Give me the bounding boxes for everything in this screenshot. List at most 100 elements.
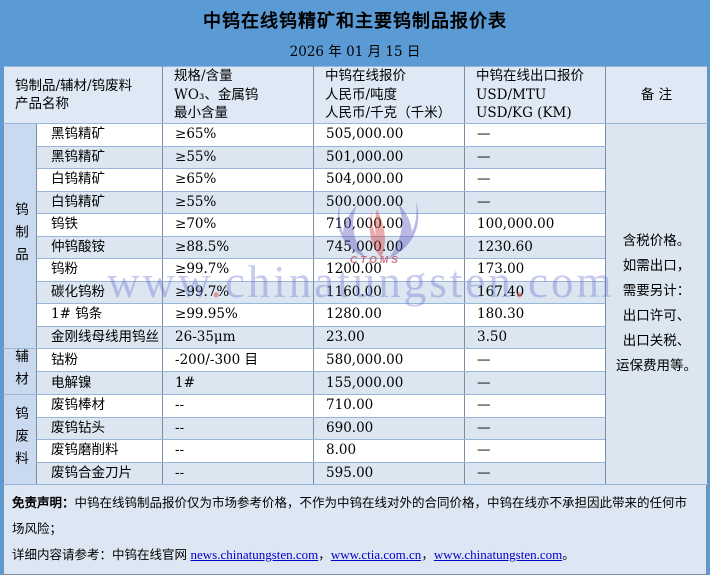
rmb-price-cell: 23.00: [313, 325, 466, 349]
rmb-price-cell: 8.00: [313, 439, 466, 463]
price-table: 钨制品/辅材/钨废料 产品名称 规格/含量 WO₃、金属钨 最小含量 中钨在线报…: [2, 66, 709, 485]
disclaimer-text: 中钨在线钨制品报价仅为市场参考价格，不作为中钨在线对外的合同价格，中钨在线亦不承…: [12, 496, 688, 536]
spec-cell: ≥99.7%: [162, 280, 315, 304]
reference-line: 详细内容请参考：中钨在线官网 news.chinatungsten.com，ww…: [12, 542, 698, 568]
page-title: 中钨在线钨精矿和主要钨制品报价表: [203, 11, 507, 32]
spec-cell: 26-35μm: [162, 325, 315, 349]
spec-cell: --: [162, 439, 315, 463]
usd-price-cell: 173.00: [464, 258, 607, 282]
product-name-cell: 钨铁: [35, 213, 164, 237]
spec-cell: ≥99.7%: [162, 258, 315, 282]
rmb-price-cell: 745,000.00: [313, 235, 466, 259]
disclaimer-line: 免责声明：中钨在线钨制品报价仅为市场参考价格，不作为中钨在线对外的合同价格，中钨…: [12, 490, 698, 542]
spec-cell: --: [162, 461, 315, 485]
usd-price-cell: —: [464, 145, 607, 169]
table-row: 废钨合金刀片 -- 595.00 —: [4, 461, 708, 485]
spec-cell: ≥99.95%: [162, 303, 315, 327]
rmb-price-cell: 580,000.00: [313, 348, 466, 372]
spec-cell: ≥65%: [162, 123, 315, 147]
product-name-cell: 废钨钻头: [35, 416, 164, 440]
product-name-cell: 白钨精矿: [35, 168, 164, 192]
col-header-remark: 备 注: [605, 66, 709, 124]
usd-price-cell: —: [464, 123, 607, 147]
quote-date: 2026 年 01 月 15 日: [289, 44, 421, 60]
table-row: 钨废料 废钨棒材 -- 710.00 —: [3, 394, 708, 485]
period: 。: [562, 548, 575, 562]
usd-price-cell: —: [464, 190, 607, 214]
spec-cell: ≥55%: [162, 190, 315, 214]
usd-price-cell: —: [464, 439, 607, 463]
table-row: 辅材 钴粉 -200/-300 目 580,000.00 —: [3, 348, 708, 395]
price-table-area: 钨制品/辅材/钨废料 产品名称 规格/含量 WO₃、金属钨 最小含量 中钨在线报…: [2, 66, 709, 485]
rmb-price-cell: 1200.00: [313, 258, 466, 282]
rmb-price-cell: 1280.00: [313, 303, 466, 327]
product-name-cell: 金刚线母线用钨丝: [35, 325, 164, 349]
usd-price-cell: 180.30: [464, 303, 607, 327]
col-header-product: 钨制品/辅材/钨废料 产品名称: [2, 66, 164, 124]
header-row: 钨制品/辅材/钨废料 产品名称 规格/含量 WO₃、金属钨 最小含量 中钨在线报…: [2, 66, 709, 124]
rmb-price-cell: 595.00: [313, 461, 466, 485]
spec-cell: --: [162, 416, 315, 440]
usd-price-cell: —: [464, 461, 607, 485]
separator: ，: [318, 548, 331, 562]
usd-price-cell: —: [464, 394, 607, 418]
product-name-cell: 电解镍: [35, 371, 164, 395]
product-name-cell: 废钨磨削料: [35, 439, 164, 463]
product-name-cell: 白钨精矿: [35, 190, 164, 214]
table-row: 钨粉 ≥99.7% 1200.00 173.00: [4, 258, 708, 282]
group-label-tungsten-products: 钨制品: [3, 123, 37, 349]
spec-cell: ≥55%: [162, 145, 315, 169]
rmb-price-cell: 501,000.00: [313, 145, 466, 169]
rmb-price-cell: 710,000.00: [313, 213, 466, 237]
product-name-cell: 废钨合金刀片: [35, 461, 164, 485]
spec-cell: ≥70%: [162, 213, 315, 237]
spec-cell: --: [162, 394, 315, 418]
col-header-spec: 规格/含量 WO₃、金属钨 最小含量: [162, 66, 315, 124]
spec-cell: ≥88.5%: [162, 235, 315, 259]
remark-cell: 含税价格。 如需出口， 需要另计： 出口许可、 出口关税、 运保费用等。: [605, 123, 709, 485]
title-bar: 中钨在线钨精矿和主要钨制品报价表 2026 年 01 月 15 日: [0, 0, 710, 60]
rmb-price-cell: 155,000.00: [313, 371, 466, 395]
usd-price-cell: —: [464, 371, 607, 395]
rmb-price-cell: 690.00: [313, 416, 466, 440]
product-name-cell: 碳化钨粉: [35, 280, 164, 304]
reference-prefix: 详细内容请参考：中钨在线官网: [12, 548, 191, 562]
table-row: 1# 钨条 ≥99.95% 1280.00 180.30: [4, 303, 708, 327]
rmb-price-cell: 505,000.00: [313, 123, 466, 147]
group-label-tungsten-scrap: 钨废料: [3, 394, 37, 485]
table-row: 电解镍 1# 155,000.00 —: [4, 371, 708, 395]
col-header-rmb-price: 中钨在线报价 人民币/吨度 人民币/千克（千米）: [313, 66, 466, 124]
usd-price-cell: —: [464, 168, 607, 192]
rmb-price-cell: 1160.00: [313, 280, 466, 304]
table-row: 金刚线母线用钨丝 26-35μm 23.00 3.50: [4, 325, 708, 349]
usd-price-cell: 100,000.00: [464, 213, 607, 237]
usd-price-cell: 167.40: [464, 280, 607, 304]
product-name-cell: 钴粉: [35, 348, 164, 372]
product-name-cell: 钨粉: [35, 258, 164, 282]
spec-cell: -200/-300 目: [162, 348, 315, 372]
product-name-cell: 1# 钨条: [35, 303, 164, 327]
usd-price-cell: 1230.60: [464, 235, 607, 259]
usd-price-cell: —: [464, 416, 607, 440]
table-row: 钨制品 黑钨精矿 ≥65% 505,000.00 — 含税价格。 如需出口， 需…: [3, 123, 709, 485]
table-row: 废钨磨削料 -- 8.00 —: [4, 439, 708, 463]
product-name-cell: 黑钨精矿: [35, 123, 164, 147]
rmb-price-cell: 710.00: [313, 394, 466, 418]
spec-cell: ≥65%: [162, 168, 315, 192]
usd-price-cell: 3.50: [464, 325, 607, 349]
table-row: 黑钨精矿 ≥55% 501,000.00 —: [4, 145, 708, 169]
disclaimer-footer: 免责声明：中钨在线钨制品报价仅为市场参考价格，不作为中钨在线对外的合同价格，中钨…: [3, 485, 707, 575]
rmb-price-cell: 504,000.00: [313, 168, 466, 192]
disclaimer-label: 免责声明：: [12, 496, 75, 510]
table-row: 废钨钻头 -- 690.00 —: [4, 416, 708, 440]
col-header-usd-price: 中钨在线出口报价 USD/MTU USD/KG (KM): [464, 66, 607, 124]
table-row: 碳化钨粉 ≥99.7% 1160.00 167.40: [4, 280, 708, 304]
table-row: 仲钨酸铵 ≥88.5% 745,000.00 1230.60: [4, 235, 708, 259]
rmb-price-cell: 500.000.00: [313, 190, 466, 214]
table-row: 白钨精矿 ≥55% 500.000.00 —: [4, 190, 708, 214]
product-name-cell: 仲钨酸铵: [35, 235, 164, 259]
product-name-cell: 废钨棒材: [35, 394, 164, 418]
usd-price-cell: —: [464, 348, 607, 372]
table-row: 钨铁 ≥70% 710,000.00 100,000.00: [4, 213, 708, 237]
spec-cell: 1#: [162, 371, 315, 395]
